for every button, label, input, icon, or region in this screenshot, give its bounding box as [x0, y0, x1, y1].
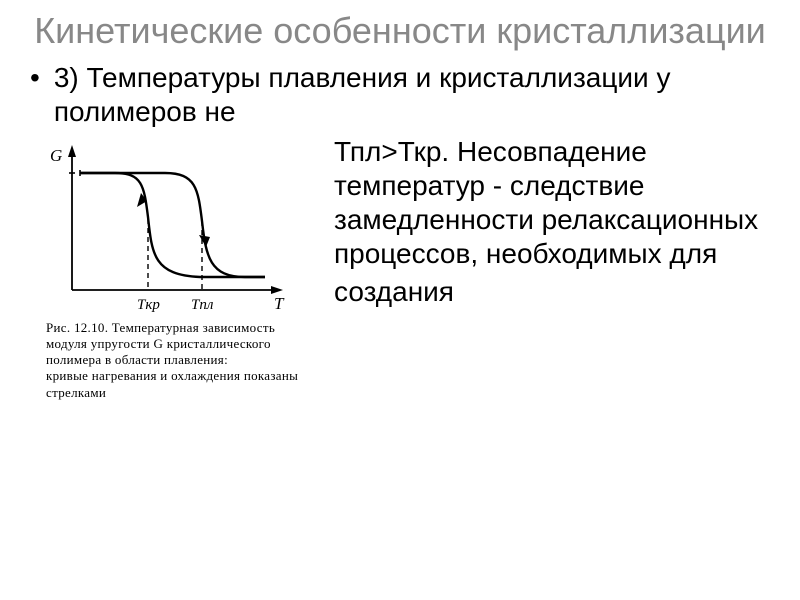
modulus-vs-temperature-chart: G T Tкр — [40, 135, 300, 320]
y-axis-label: G — [50, 146, 62, 165]
content-area: • 3) Температуры плавления и кристаллиза… — [0, 61, 800, 400]
x-axis-label: T — [274, 294, 285, 313]
figure-block: G T Tкр — [40, 135, 320, 401]
bullet-item: • 3) Температуры плавления и кристаллиза… — [30, 61, 770, 128]
tick-tpl: Tпл — [191, 297, 214, 313]
right-paragraph-cut: создания — [334, 275, 454, 309]
bullet-text: 3) Температуры плавления и кристаллизаци… — [54, 61, 770, 128]
bullet-marker: • — [30, 61, 40, 95]
right-paragraph-text: Тпл>Ткр. Несовпадение температур - следс… — [334, 136, 758, 269]
figure-caption: Рис. 12.10. Температурная зависимость мо… — [40, 320, 320, 401]
two-column: G T Tкр — [30, 135, 770, 401]
caption-sub: кривые нагревания и охлаждения показаны … — [46, 368, 298, 399]
tick-tkr: Tкр — [137, 297, 160, 313]
caption-line-1: Рис. 12.10. Температурная — [46, 320, 199, 335]
right-paragraph: Тпл>Ткр. Несовпадение температур - следс… — [334, 135, 770, 306]
page-title: Кинетические особенности кристаллизации — [0, 0, 800, 61]
